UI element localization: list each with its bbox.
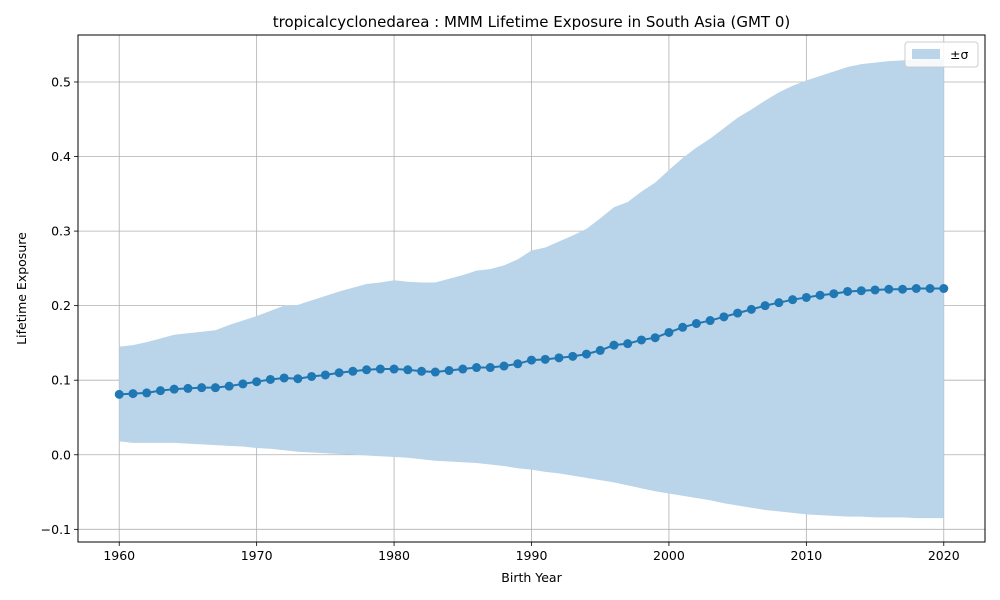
- x-tick-label: 1990: [516, 548, 548, 563]
- data-point: [430, 367, 440, 377]
- data-point: [320, 370, 330, 380]
- data-point: [870, 285, 880, 295]
- y-axis-label: Lifetime Exposure: [14, 232, 29, 345]
- legend-label: ±σ: [950, 47, 968, 62]
- x-axis-label: Birth Year: [501, 570, 562, 585]
- data-point: [197, 383, 207, 393]
- data-point: [609, 340, 619, 350]
- data-point: [678, 322, 688, 332]
- data-point: [568, 351, 578, 361]
- band-layer: [119, 58, 944, 519]
- data-point: [733, 308, 743, 318]
- data-point: [856, 286, 866, 296]
- data-point: [719, 312, 729, 322]
- data-point: [664, 327, 674, 337]
- points-layer: [114, 284, 949, 399]
- data-point: [142, 388, 152, 398]
- sigma-band: [119, 58, 944, 519]
- data-point: [554, 353, 564, 363]
- y-tick-label: 0.5: [51, 74, 71, 89]
- y-tick-label: 0.4: [51, 149, 71, 164]
- data-point: [705, 316, 715, 326]
- data-point: [224, 381, 234, 391]
- data-point: [114, 389, 124, 399]
- x-tick-label: 2000: [653, 548, 685, 563]
- data-point: [307, 371, 317, 381]
- data-point: [472, 363, 482, 373]
- data-point: [458, 364, 468, 374]
- data-point: [540, 354, 550, 364]
- data-point: [650, 333, 660, 343]
- x-tick-label: 1980: [378, 548, 410, 563]
- legend-swatch: [912, 49, 940, 59]
- data-point: [595, 345, 605, 355]
- y-tick-label: 0.1: [51, 373, 71, 388]
- data-point: [362, 365, 372, 375]
- data-point: [128, 389, 138, 399]
- data-point: [499, 361, 509, 371]
- data-point: [389, 364, 399, 374]
- y-axis: −0.1 0.0 0.1 0.2 0.3 0.4 0.5: [41, 74, 78, 537]
- x-tick-label: 2010: [790, 548, 822, 563]
- data-point: [623, 339, 633, 349]
- data-point: [636, 335, 646, 345]
- data-point: [252, 377, 262, 387]
- data-point: [925, 284, 935, 293]
- y-tick-label: −0.1: [41, 522, 71, 537]
- data-point: [527, 355, 536, 365]
- data-point: [183, 383, 193, 393]
- chart-title: tropicalcyclonedarea : MMM Lifetime Expo…: [273, 13, 790, 31]
- data-point: [760, 301, 770, 311]
- data-point: [334, 368, 344, 378]
- data-point: [417, 366, 427, 376]
- data-point: [403, 365, 413, 375]
- y-tick-label: 0.2: [51, 298, 71, 313]
- data-point: [746, 304, 756, 314]
- data-point: [279, 373, 289, 383]
- x-tick-label: 1970: [241, 548, 273, 563]
- data-point: [293, 374, 303, 384]
- data-point: [829, 289, 839, 299]
- data-point: [815, 290, 825, 300]
- data-point: [210, 383, 220, 393]
- data-point: [843, 286, 853, 296]
- data-point: [485, 363, 495, 373]
- data-point: [884, 284, 894, 294]
- data-point: [691, 319, 701, 329]
- data-point: [169, 384, 179, 394]
- legend-box: [904, 41, 979, 68]
- x-tick-label: 1960: [103, 548, 135, 563]
- data-point: [774, 298, 784, 308]
- data-point: [939, 284, 949, 293]
- data-point: [155, 386, 165, 396]
- y-tick-label: 0.0: [51, 447, 71, 462]
- data-point: [348, 366, 358, 376]
- data-point: [788, 295, 798, 305]
- data-point: [898, 284, 908, 294]
- y-tick-label: 0.3: [51, 224, 71, 239]
- data-point: [265, 374, 275, 384]
- data-point: [375, 364, 385, 374]
- data-point: [581, 349, 591, 359]
- legend: ±σ: [904, 41, 979, 68]
- data-point: [911, 284, 921, 293]
- data-point: [513, 359, 523, 369]
- x-tick-label: 2020: [928, 548, 960, 563]
- data-point: [238, 379, 248, 389]
- x-axis: 1960 1970 1980 1990 2000 2010 2020: [103, 542, 960, 563]
- data-point: [444, 366, 454, 376]
- data-point: [801, 292, 811, 302]
